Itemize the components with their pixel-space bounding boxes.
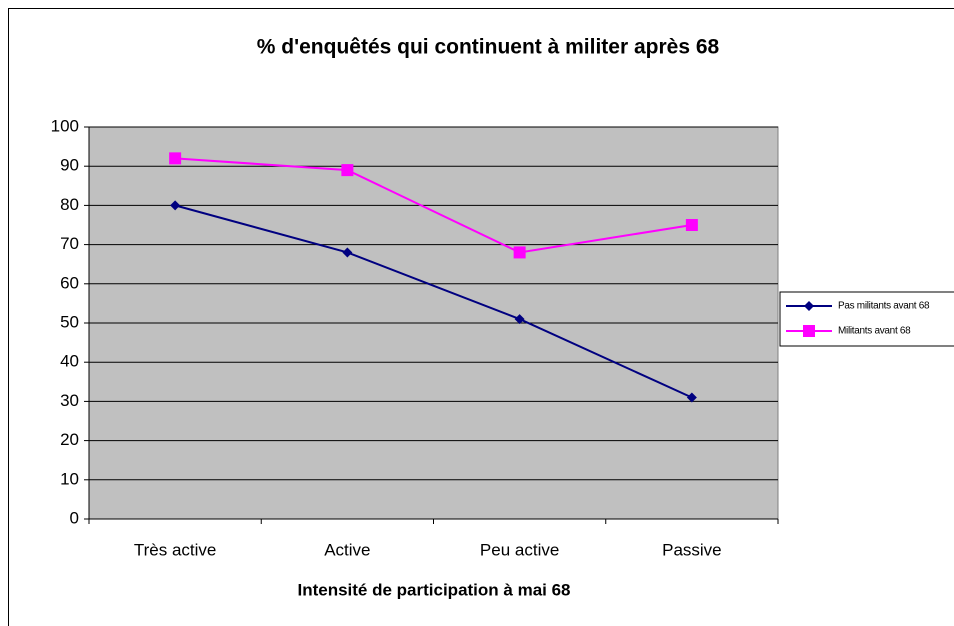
x-tick-label: Active: [324, 540, 370, 559]
series-line: [175, 157, 693, 254]
y-tick-label: 100: [51, 116, 79, 135]
x-tick-label: Très active: [134, 540, 217, 559]
marker: [170, 200, 181, 211]
x-tick-label: Passive: [662, 540, 722, 559]
marker: [169, 152, 182, 165]
marker: [686, 392, 697, 403]
y-tick-label: 40: [60, 352, 79, 371]
marker: [513, 246, 526, 259]
legend-label: Pas militants avant 68: [838, 301, 930, 312]
y-tick-label: 10: [60, 469, 79, 488]
y-tick-label: 60: [60, 273, 79, 292]
x-axis-label: Intensité de participation à mai 68: [297, 580, 570, 599]
chart-title: % d'enquêtés qui continuent à militer ap…: [257, 36, 720, 59]
marker: [341, 164, 354, 177]
marker: [685, 219, 698, 231]
marker: [514, 314, 525, 325]
marker: [803, 325, 815, 337]
y-tick-label: 70: [60, 234, 79, 253]
marker: [804, 301, 814, 311]
y-tick-label: 80: [60, 195, 79, 214]
marker: [342, 247, 353, 258]
y-tick-label: 20: [60, 430, 79, 449]
y-tick-label: 0: [70, 508, 79, 527]
y-tick-label: 50: [60, 312, 79, 331]
y-tick-label: 90: [60, 156, 79, 175]
legend-label: Militants avant 68: [838, 326, 911, 337]
series-line: [174, 204, 693, 399]
y-tick-label: 30: [60, 391, 79, 410]
x-tick-label: Peu active: [480, 540, 559, 559]
